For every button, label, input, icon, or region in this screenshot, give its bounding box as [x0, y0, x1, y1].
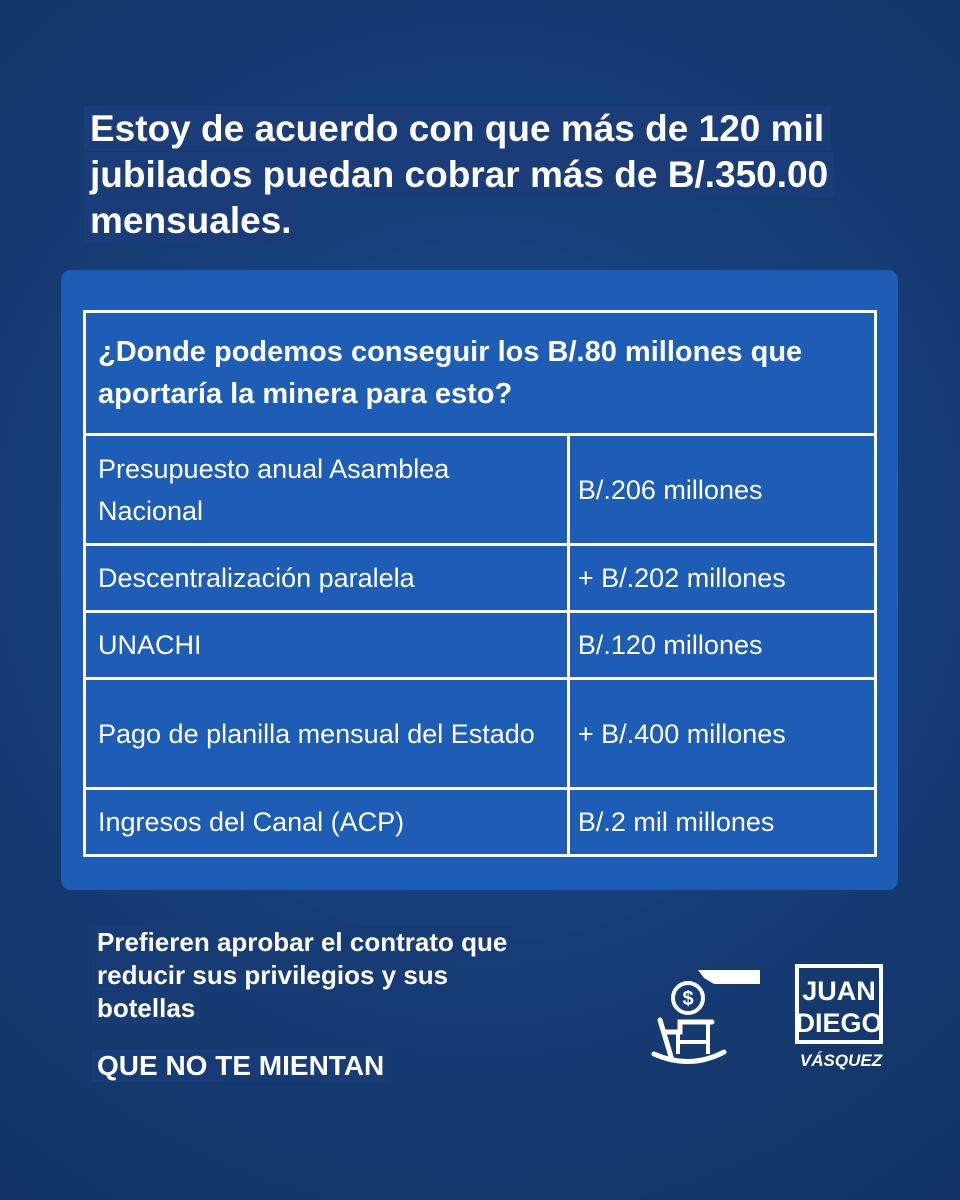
row-label: UNACHI — [83, 610, 570, 680]
row-value: B/.2 mil millones — [566, 787, 878, 857]
tagline: Prefieren aprobar el contrato que reduci… — [92, 926, 552, 1025]
svg-text:$: $ — [682, 988, 693, 1010]
table-row: Ingresos del Canal (ACP) B/.2 mil millon… — [83, 787, 878, 857]
row-value: + B/.202 millones — [566, 543, 878, 613]
funding-table: ¿Donde podemos conseguir los B/.80 millo… — [83, 310, 878, 857]
table-row: Presupuesto anual Asamblea Nacional B/.2… — [83, 433, 878, 546]
row-value: B/.120 millones — [566, 610, 878, 680]
table-row: Pago de planilla mensual del Estado + B/… — [83, 677, 878, 790]
rocking-chair-coin-icon: $ — [651, 970, 760, 1065]
slogan: QUE NO TE MIENTAN — [92, 1046, 552, 1086]
slogan-text: QUE NO TE MIENTAN — [92, 1049, 390, 1082]
logo-line2: DIEGO — [795, 1008, 882, 1038]
table-header: ¿Donde podemos conseguir los B/.80 millo… — [83, 310, 877, 436]
logo-line3: VÁSQUEZ — [800, 1051, 883, 1070]
juan-diego-vasquez-logo: JUAN DIEGO VÁSQUEZ — [795, 964, 883, 1070]
row-label: Ingresos del Canal (ACP) — [83, 787, 570, 857]
table-row: UNACHI B/.120 millones — [83, 610, 878, 680]
row-label: Pago de planilla mensual del Estado — [83, 677, 570, 790]
row-value: + B/.400 millones — [566, 677, 878, 790]
row-label: Presupuesto anual Asamblea Nacional — [83, 433, 570, 546]
headline: Estoy de acuerdo con que más de 120 mil … — [84, 106, 884, 244]
row-value: B/.206 millones — [566, 433, 878, 546]
table-header-row: ¿Donde podemos conseguir los B/.80 millo… — [83, 310, 877, 436]
row-label: Descentralización paralela — [83, 543, 570, 613]
headline-text: Estoy de acuerdo con que más de 120 mil … — [84, 106, 835, 243]
table-row: Descentralización paralela + B/.202 mill… — [83, 543, 878, 613]
tagline-text: Prefieren aprobar el contrato que reduci… — [92, 926, 513, 1024]
logo-line1: JUAN — [802, 976, 876, 1006]
